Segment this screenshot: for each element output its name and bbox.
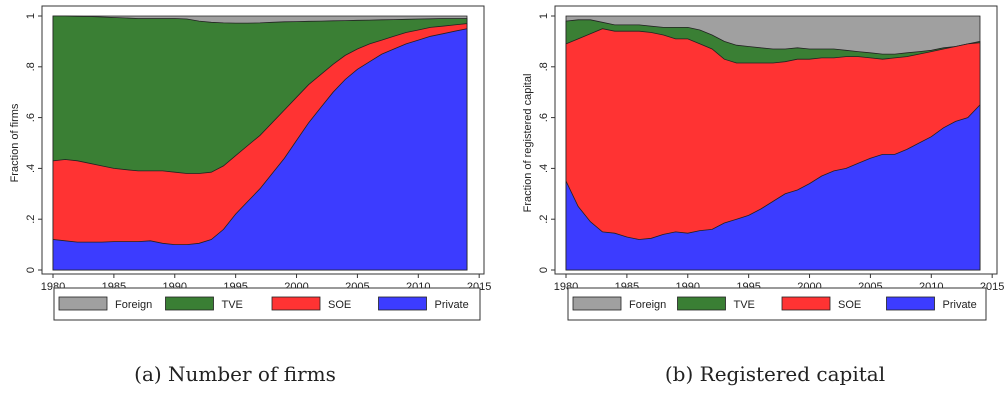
- legend-swatch-foreign: [58, 296, 108, 311]
- legend-swatch-tve: [165, 296, 214, 311]
- y-tick-label: 0: [25, 267, 37, 273]
- y-tick-label: .8: [538, 62, 550, 71]
- y-tick-label: 1: [538, 13, 550, 19]
- legend-label-soe: SOE: [838, 299, 861, 311]
- area-private: [565, 103, 981, 271]
- legend-swatch-soe: [271, 296, 321, 311]
- legend-box: [53, 287, 481, 321]
- legend-label-foreign: Foreign: [115, 299, 152, 311]
- panel-caption: (b) Registered capital: [665, 362, 885, 386]
- y-axis-title: Fraction of firms: [9, 103, 21, 182]
- legend-swatch-soe: [781, 296, 831, 311]
- legend-swatch-private: [886, 296, 935, 311]
- legend-swatch-foreign: [572, 296, 622, 311]
- y-tick-label: .2: [25, 215, 37, 224]
- legend-label-private: Private: [435, 299, 469, 311]
- y-tick-label: .6: [25, 113, 37, 122]
- legend: Foreign TVE SOE Private: [53, 287, 481, 321]
- legend-label-tve: TVE: [734, 299, 755, 311]
- y-tick-label: .4: [25, 164, 37, 173]
- y-tick-label: .6: [538, 113, 550, 122]
- y-tick-label: 0: [538, 267, 550, 273]
- legend-label-foreign: Foreign: [629, 299, 666, 311]
- y-tick-label: .4: [538, 164, 550, 173]
- legend: Foreign TVE SOE Private: [567, 287, 987, 321]
- legend-swatch-tve: [677, 296, 726, 311]
- legend-label-soe: SOE: [328, 299, 351, 311]
- legend-label-tve: TVE: [222, 299, 243, 311]
- panel-caption: (a) Number of firms: [134, 362, 336, 386]
- area-private: [52, 28, 468, 271]
- legend-label-private: Private: [943, 299, 977, 311]
- y-tick-label: .8: [25, 62, 37, 71]
- y-tick-label: 1: [25, 13, 37, 19]
- y-axis-title: Fraction of registered capital: [522, 74, 534, 213]
- y-tick-label: .2: [538, 215, 550, 224]
- legend-swatch-private: [378, 296, 427, 311]
